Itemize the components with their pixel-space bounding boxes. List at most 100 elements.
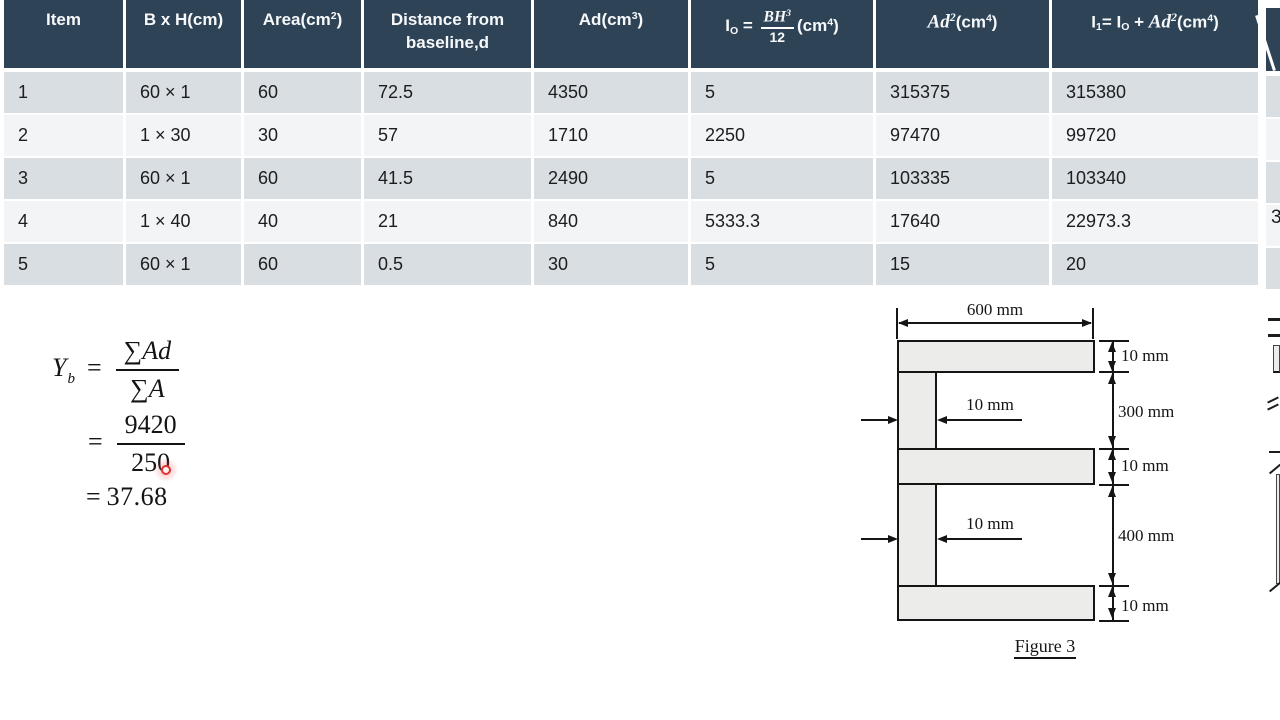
result-value: 37.68 [106, 482, 168, 511]
cutoff-fragment [1267, 396, 1279, 404]
sigma-symbol: ∑ [130, 373, 149, 403]
column-header-ad: Ad(cm3) [534, 0, 691, 72]
table-header: Item B x H(cm) Area(cm2) Distance from base… [4, 0, 1261, 72]
arrowhead-down-icon [1108, 573, 1116, 583]
laser-pointer-dot [154, 458, 178, 482]
cutoff-fragment [1266, 119, 1280, 160]
middle-flange [897, 448, 1095, 485]
cutoff-fragment [1266, 248, 1280, 289]
dimension-tick [1099, 620, 1129, 622]
table-cell: 840 [534, 201, 691, 244]
upper-web-thickness-label: 10 mm [966, 395, 1014, 414]
cutoff-fragment [1268, 463, 1280, 475]
table-cell: 60 × 1 [126, 244, 244, 287]
table-body: 1 60 × 1 60 72.5 4350 5 315375 315380 2 1 × 30 30 5… [4, 72, 1261, 287]
cutoff-fragment [1266, 76, 1280, 117]
table-row: 1 60 × 1 60 72.5 4350 5 315375 315380 [4, 72, 1261, 115]
dimension-tick [1099, 448, 1129, 450]
table-cell: 5 [691, 72, 876, 115]
middle-flange-thickness-label: 10 mm [1121, 456, 1169, 475]
numerator-var: Ad [142, 336, 172, 365]
pointer-line [861, 538, 889, 540]
table-cell: 17640 [876, 201, 1052, 244]
leader-line [945, 538, 1022, 540]
cross-section-figure: 600 mm 10 mm 10 mm [855, 300, 1255, 672]
table-cell: 40 [244, 201, 364, 244]
fraction-values: 9420 250 [116, 410, 185, 478]
column-header-distance-from-baseline: Distance from baseline,d [364, 0, 534, 72]
table-cell: 20 [1052, 244, 1261, 287]
arrowhead-down-icon [1108, 608, 1116, 618]
arrowhead-left-icon [937, 535, 947, 543]
cutoff-fragment [1268, 581, 1280, 593]
formula-line-1: Yb = ∑Ad ∑A [52, 336, 180, 404]
formula-line-2: = 9420 250 [82, 410, 185, 478]
table-row: 5 60 × 1 60 0.5 30 5 15 20 [4, 244, 1261, 287]
table-cell: 2250 [691, 115, 876, 158]
arrowhead-left-icon [937, 416, 947, 424]
table-cell: 1 [4, 72, 126, 115]
dimension-tick [1099, 340, 1129, 342]
table-row: 3 60 × 1 60 41.5 2490 5 103335 103340 [4, 158, 1261, 201]
dimension-line [899, 322, 1091, 324]
upper-gap-height-label: 300 mm [1118, 402, 1175, 421]
centroid-calculation: Yb = ∑Ad ∑A = 9420 250 = 37.68 [52, 330, 272, 530]
table-cell: 97470 [876, 115, 1052, 158]
table-cell: 30 [534, 244, 691, 287]
table-cell: 60 × 1 [126, 72, 244, 115]
column-header-i1: I1= IO + Ad2(cm4) [1052, 0, 1261, 72]
bottom-flange [897, 585, 1095, 621]
table-cell: 2490 [534, 158, 691, 201]
cutoff-digit: 3 [1271, 207, 1280, 228]
equals-sign: = [88, 426, 103, 456]
pointer-line [861, 419, 889, 421]
table-cell: 103335 [876, 158, 1052, 201]
formula-variable: Y [52, 352, 67, 382]
lower-web [897, 483, 937, 587]
width-dimension-label: 600 mm [966, 300, 1024, 319]
dimension-tick [1092, 308, 1094, 339]
table-cell: 5 [691, 158, 876, 201]
denominator-var: A [148, 373, 165, 403]
table-cell: 4350 [534, 72, 691, 115]
arrowhead-up-icon [1108, 374, 1116, 384]
arrowhead-down-icon [1108, 361, 1116, 371]
leader-line [945, 419, 1022, 421]
top-flange [897, 340, 1095, 373]
cutoff-fragment [1268, 318, 1280, 321]
column-header-io: IO = BH3 12 (cm4) [691, 0, 876, 72]
arrowhead-up-icon [1108, 487, 1116, 497]
table-cell: 103340 [1052, 158, 1261, 201]
cutoff-fragment [1268, 334, 1280, 337]
table-cell: 4 [4, 201, 126, 244]
table-cell: 1 × 40 [126, 201, 244, 244]
table-cell: 30 [244, 115, 364, 158]
table-cell: 15 [876, 244, 1052, 287]
column-header-b-x-h: B x H(cm) [126, 0, 244, 72]
dimension-tick [1099, 484, 1129, 486]
column-header-item: Item [4, 0, 126, 72]
table-cell: 60 [244, 158, 364, 201]
table-cell: 5333.3 [691, 201, 876, 244]
arrowhead-up-icon [1108, 450, 1116, 460]
moment-of-inertia-table: Item B x H(cm) Area(cm2) Distance from base… [4, 0, 1261, 287]
table-cell: 5 [4, 244, 126, 287]
cutoff-fragment [1269, 451, 1280, 453]
cutoff-fragment [1266, 205, 1280, 246]
cutoff-fragment [1266, 162, 1280, 203]
arrowhead-right-icon [888, 535, 898, 543]
arrowhead-right-icon [1082, 319, 1092, 327]
arrowhead-left-icon [898, 319, 908, 327]
table-cell: 21 [364, 201, 534, 244]
sigma-symbol: ∑ [123, 336, 143, 365]
table-cell: 0.5 [364, 244, 534, 287]
table-cell: 315380 [1052, 72, 1261, 115]
arrowhead-up-icon [1108, 342, 1116, 352]
top-flange-thickness-label: 10 mm [1121, 346, 1169, 365]
table-cell: 60 × 1 [126, 158, 244, 201]
dimension-tick [1099, 371, 1129, 373]
table-cell: 3 [4, 158, 126, 201]
equals-sign: = [86, 352, 102, 382]
